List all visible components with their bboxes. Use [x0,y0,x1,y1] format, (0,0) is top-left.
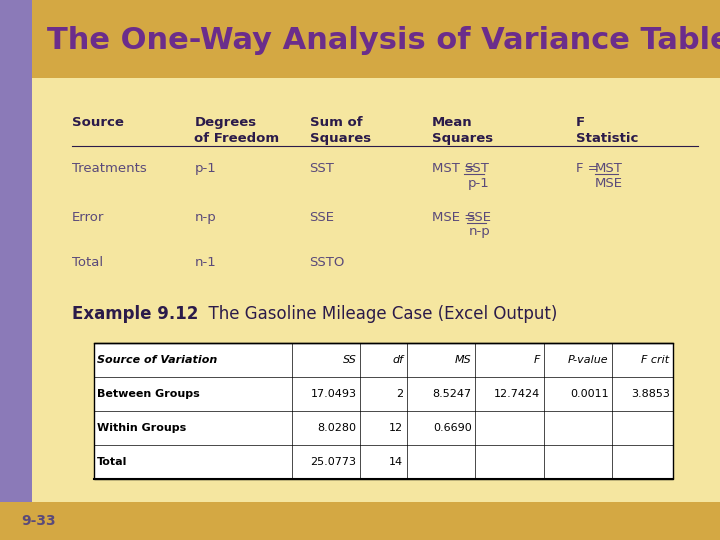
Text: Example 9.12: Example 9.12 [72,305,199,323]
FancyBboxPatch shape [0,0,32,540]
Text: F =: F = [576,162,603,175]
FancyBboxPatch shape [0,502,720,540]
Text: 12: 12 [389,423,403,433]
Text: Treatments: Treatments [72,162,147,175]
Text: Degrees
of Freedom: Degrees of Freedom [194,116,279,145]
Text: p-1: p-1 [467,177,489,190]
Text: SSE: SSE [467,211,492,224]
Text: The One-Way Analysis of Variance Table: The One-Way Analysis of Variance Table [47,26,720,55]
Text: SS: SS [343,355,356,365]
Text: Total: Total [97,457,127,467]
Text: df: df [392,355,403,365]
Text: MS: MS [455,355,472,365]
Text: SST: SST [464,162,490,175]
Text: MSE: MSE [595,177,623,190]
Text: 8.5247: 8.5247 [433,389,472,399]
Text: MST: MST [595,162,623,175]
Text: Source: Source [72,116,124,129]
Text: MST =: MST = [432,162,480,175]
Text: n-p: n-p [469,225,490,238]
Text: Total: Total [72,256,103,269]
Text: F
Statistic: F Statistic [576,116,639,145]
Text: Between Groups: Between Groups [97,389,200,399]
Text: n-p: n-p [194,211,216,224]
Text: MSE =: MSE = [432,211,480,224]
Text: n-1: n-1 [194,256,216,269]
FancyBboxPatch shape [32,0,720,78]
Text: 25.0773: 25.0773 [310,457,356,467]
FancyBboxPatch shape [94,343,673,479]
Text: 9-33: 9-33 [22,514,56,528]
Text: 12.7424: 12.7424 [494,389,540,399]
Text: Error: Error [72,211,104,224]
Text: 17.0493: 17.0493 [310,389,356,399]
Text: 3.8853: 3.8853 [631,389,670,399]
Text: 8.0280: 8.0280 [318,423,356,433]
Text: Mean
Squares: Mean Squares [432,116,493,145]
Text: SSTO: SSTO [310,256,345,269]
Text: 14: 14 [389,457,403,467]
Text: The Gasoline Mileage Case (Excel Output): The Gasoline Mileage Case (Excel Output) [198,305,557,323]
Text: Source of Variation: Source of Variation [97,355,217,365]
Text: Within Groups: Within Groups [97,423,186,433]
Text: 0.0011: 0.0011 [570,389,608,399]
Text: p-1: p-1 [194,162,216,175]
Text: 0.6690: 0.6690 [433,423,472,433]
Text: SST: SST [310,162,335,175]
Text: P-value: P-value [568,355,608,365]
Text: SSE: SSE [310,211,335,224]
Text: 2: 2 [396,389,403,399]
Text: F: F [534,355,540,365]
Text: Sum of
Squares: Sum of Squares [310,116,371,145]
Text: F crit: F crit [642,355,670,365]
